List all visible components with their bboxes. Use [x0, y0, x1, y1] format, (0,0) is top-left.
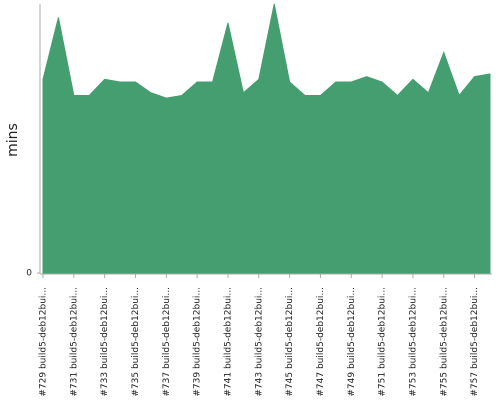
area: [42, 3, 491, 274]
x-tick-label: #739 build5-deb12bui...: [193, 287, 203, 397]
y-axis-label: mins: [5, 123, 21, 157]
x-tick-label: #737 build5-deb12bui...: [162, 287, 172, 397]
x-tick-label: #743 build5-deb12bui...: [254, 287, 264, 397]
x-tick-label: #755 build5-deb12bui...: [439, 287, 449, 397]
y-tick-label: 0: [26, 269, 32, 279]
x-tick-label: #733 build5-deb12bui...: [100, 287, 110, 397]
x-tick-label: #747 build5-deb12bui...: [316, 287, 326, 397]
x-tick-label: #745 build5-deb12bui...: [285, 287, 295, 397]
x-tick-label: #757 build5-deb12bui...: [470, 287, 480, 397]
x-tick-label: #751 build5-deb12bui...: [378, 287, 388, 397]
x-tick-label: #729 build5-deb12bui...: [39, 287, 49, 397]
x-tick-label: #741 build5-deb12bui...: [223, 287, 233, 397]
x-tick-label: #735 build5-deb12bui...: [131, 287, 141, 397]
x-tick-label: #731 build5-deb12bui...: [69, 287, 79, 397]
x-tick-label: #749 build5-deb12bui...: [347, 287, 357, 397]
x-tick-label: #753 build5-deb12bui...: [408, 287, 418, 397]
